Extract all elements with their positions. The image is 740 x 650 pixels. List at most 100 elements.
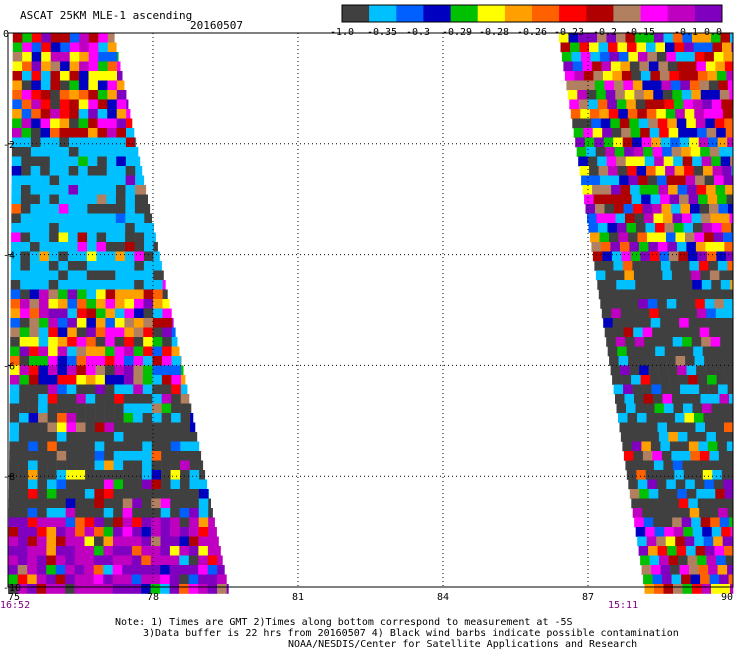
heatmap-cell <box>618 232 629 243</box>
heatmap-cell <box>162 299 170 309</box>
heatmap-cell <box>68 137 79 148</box>
heatmap-cell <box>98 42 109 53</box>
heatmap-cell <box>88 42 99 53</box>
heatmap-cell <box>150 546 161 556</box>
heatmap-cell <box>724 365 734 376</box>
heatmap-cell <box>133 422 143 433</box>
heatmap-cell <box>67 251 78 262</box>
heatmap-cell <box>115 280 125 290</box>
heatmap-cell <box>626 346 637 357</box>
heatmap-cell <box>56 517 66 528</box>
heatmap-cell <box>107 80 118 91</box>
heatmap-cell <box>714 175 724 186</box>
heatmap-cell <box>84 508 95 518</box>
heatmap-cell <box>682 33 693 43</box>
heatmap-cell <box>69 99 80 110</box>
heatmap-cell <box>595 147 606 157</box>
heatmap-cell <box>75 527 85 537</box>
heatmap-cell <box>153 251 160 262</box>
heatmap-cell <box>659 498 670 509</box>
heatmap-cell <box>67 280 78 290</box>
heatmap-cell <box>692 99 703 110</box>
heatmap-cell <box>115 308 125 319</box>
heatmap-cell <box>688 71 699 81</box>
heatmap-cell <box>106 147 117 157</box>
heatmap-cell <box>112 555 123 566</box>
heatmap-cell <box>605 270 616 281</box>
heatmap-cell <box>694 536 704 547</box>
heatmap-cell <box>69 109 79 119</box>
heatmap-cell <box>713 232 724 243</box>
heatmap-cell <box>87 213 98 224</box>
heatmap-cell <box>47 470 57 480</box>
heatmap-cell <box>116 90 127 100</box>
heatmap-cell <box>637 232 648 243</box>
heatmap-cell <box>572 61 583 72</box>
heatmap-cell <box>593 194 604 205</box>
heatmap-cell <box>133 318 144 328</box>
heatmap-cell <box>10 308 21 319</box>
heatmap-cell <box>50 52 61 62</box>
heatmap-cell <box>180 384 188 395</box>
heatmap-cell <box>617 42 628 53</box>
heatmap-cell <box>646 109 657 119</box>
heatmap-cell <box>730 33 734 43</box>
heatmap-cell <box>27 565 37 575</box>
heatmap-cell <box>715 432 726 442</box>
heatmap-cell <box>654 33 664 43</box>
heatmap-cell <box>694 356 705 366</box>
heatmap-cell <box>180 375 186 385</box>
heatmap-cell <box>730 99 734 110</box>
heatmap-cell <box>658 365 668 376</box>
heatmap-cell <box>84 565 94 575</box>
heatmap-cell <box>134 223 145 233</box>
y-tick-label: -6 <box>3 361 15 372</box>
heatmap-cell <box>675 109 686 119</box>
heatmap-cell <box>87 232 97 243</box>
heatmap-cell <box>670 261 681 271</box>
heatmap-cell <box>134 289 144 300</box>
heatmap-cell <box>20 289 30 300</box>
heatmap-cell <box>88 109 98 119</box>
heatmap-cell <box>634 213 645 224</box>
heatmap-cell <box>721 346 732 357</box>
heatmap-cell <box>11 166 22 176</box>
heatmap-cell <box>75 470 86 480</box>
heatmap-cell <box>648 118 659 129</box>
heatmap-cell <box>77 194 88 205</box>
heatmap-cell <box>699 508 709 518</box>
heatmap-cell <box>144 204 151 214</box>
heatmap-cell <box>647 175 658 186</box>
heatmap-cell <box>615 337 626 347</box>
heatmap-cell <box>637 413 647 423</box>
heatmap-cell <box>170 489 181 499</box>
heatmap-cell <box>65 574 75 585</box>
heatmap-cell <box>31 33 42 43</box>
heatmap-cell <box>161 413 172 423</box>
heatmap-cell <box>188 546 199 556</box>
heatmap-cell <box>561 52 572 62</box>
heatmap-cell <box>715 61 726 72</box>
heatmap-cell <box>583 128 593 138</box>
heatmap-cell <box>124 337 134 347</box>
heatmap-cell <box>94 432 105 442</box>
heatmap-cell <box>663 337 673 347</box>
heatmap-cell <box>37 536 47 547</box>
heatmap-cell <box>597 99 608 110</box>
heatmap-cell <box>640 498 651 509</box>
heatmap-cell <box>580 52 591 62</box>
heatmap-cell <box>730 280 734 290</box>
heatmap-cell <box>660 318 670 328</box>
heatmap-cell <box>724 422 734 433</box>
heatmap-cell <box>135 156 141 167</box>
heatmap-cell <box>171 346 180 357</box>
heatmap-cell <box>151 432 162 442</box>
heatmap-cell <box>41 42 52 53</box>
heatmap-cell <box>645 470 656 480</box>
heatmap-cell <box>591 61 602 72</box>
heatmap-cell <box>29 308 40 319</box>
heatmap-cell <box>714 299 725 309</box>
heatmap-cell <box>217 546 221 556</box>
heatmap-cell <box>687 251 698 262</box>
heatmap-cell <box>113 460 124 471</box>
